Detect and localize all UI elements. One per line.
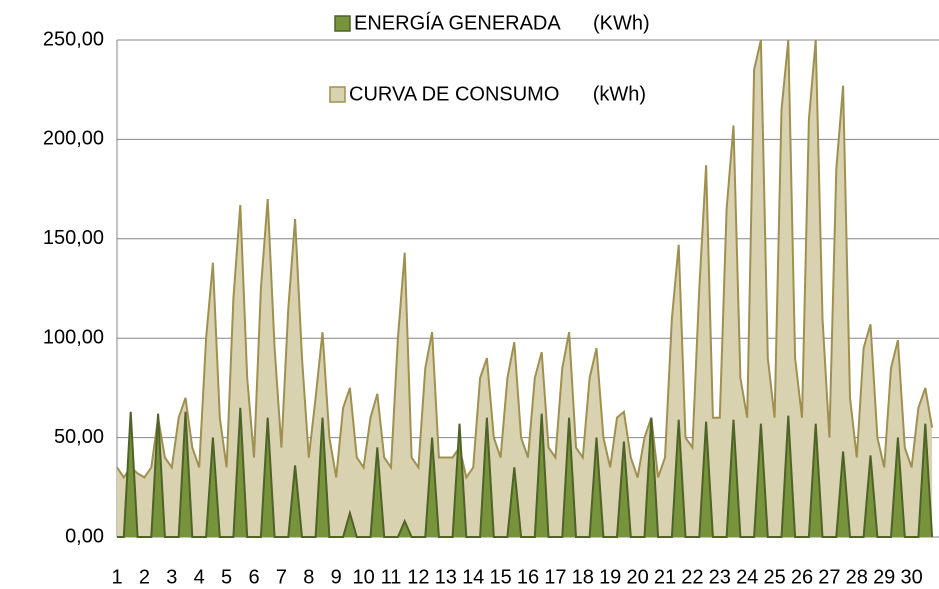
x-tick-label: 2 — [139, 566, 150, 588]
x-tick-label: 5 — [221, 566, 232, 588]
y-tick-label: 0,00 — [65, 525, 104, 547]
y-tick-label: 250,00 — [43, 28, 104, 50]
x-tick-label: 27 — [818, 566, 840, 588]
x-tick-label: 19 — [599, 566, 621, 588]
x-tick-label: 12 — [407, 566, 429, 588]
x-tick-label: 26 — [791, 566, 813, 588]
legend-label: CURVA DE CONSUMO (kWh) — [349, 83, 646, 105]
x-tick-label: 30 — [900, 566, 922, 588]
legend-label: ENERGÍA GENERADA (KWh) — [354, 11, 650, 34]
x-tick-label: 7 — [276, 566, 287, 588]
x-tick-label: 21 — [654, 566, 676, 588]
area-fill — [117, 407, 933, 537]
x-tick-label: 3 — [166, 566, 177, 588]
y-tick-label: 100,00 — [43, 326, 104, 348]
x-tick-label: 18 — [572, 566, 594, 588]
x-tick-label: 22 — [681, 566, 703, 588]
y-tick-label: 150,00 — [43, 227, 104, 249]
x-tick-label: 11 — [381, 566, 402, 588]
x-tick-label: 14 — [462, 566, 484, 588]
y-tick-label: 200,00 — [43, 128, 104, 150]
y-tick-label: 50,00 — [54, 426, 104, 448]
area-fill — [117, 40, 933, 537]
x-tick-label: 24 — [736, 566, 758, 588]
x-tick-label: 15 — [489, 566, 511, 588]
x-tick-label: 17 — [544, 566, 566, 588]
legend-swatch — [334, 15, 351, 32]
x-tick-label: 13 — [435, 566, 457, 588]
x-tick-label: 23 — [709, 566, 731, 588]
legend-swatch — [329, 86, 346, 103]
x-tick-label: 9 — [331, 566, 342, 588]
x-tick-label: 20 — [626, 566, 648, 588]
x-tick-label: 1 — [111, 566, 122, 588]
x-tick-label: 25 — [763, 566, 785, 588]
x-tick-label: 28 — [846, 566, 868, 588]
x-tick-label: 10 — [352, 566, 374, 588]
series-line — [117, 407, 934, 538]
series-line — [116, 39, 934, 480]
x-tick-label: 4 — [194, 566, 205, 588]
x-tick-label: 8 — [303, 566, 314, 588]
x-tick-label: 6 — [248, 566, 259, 588]
x-tick-label: 16 — [517, 566, 539, 588]
x-tick-label: 29 — [873, 566, 895, 588]
